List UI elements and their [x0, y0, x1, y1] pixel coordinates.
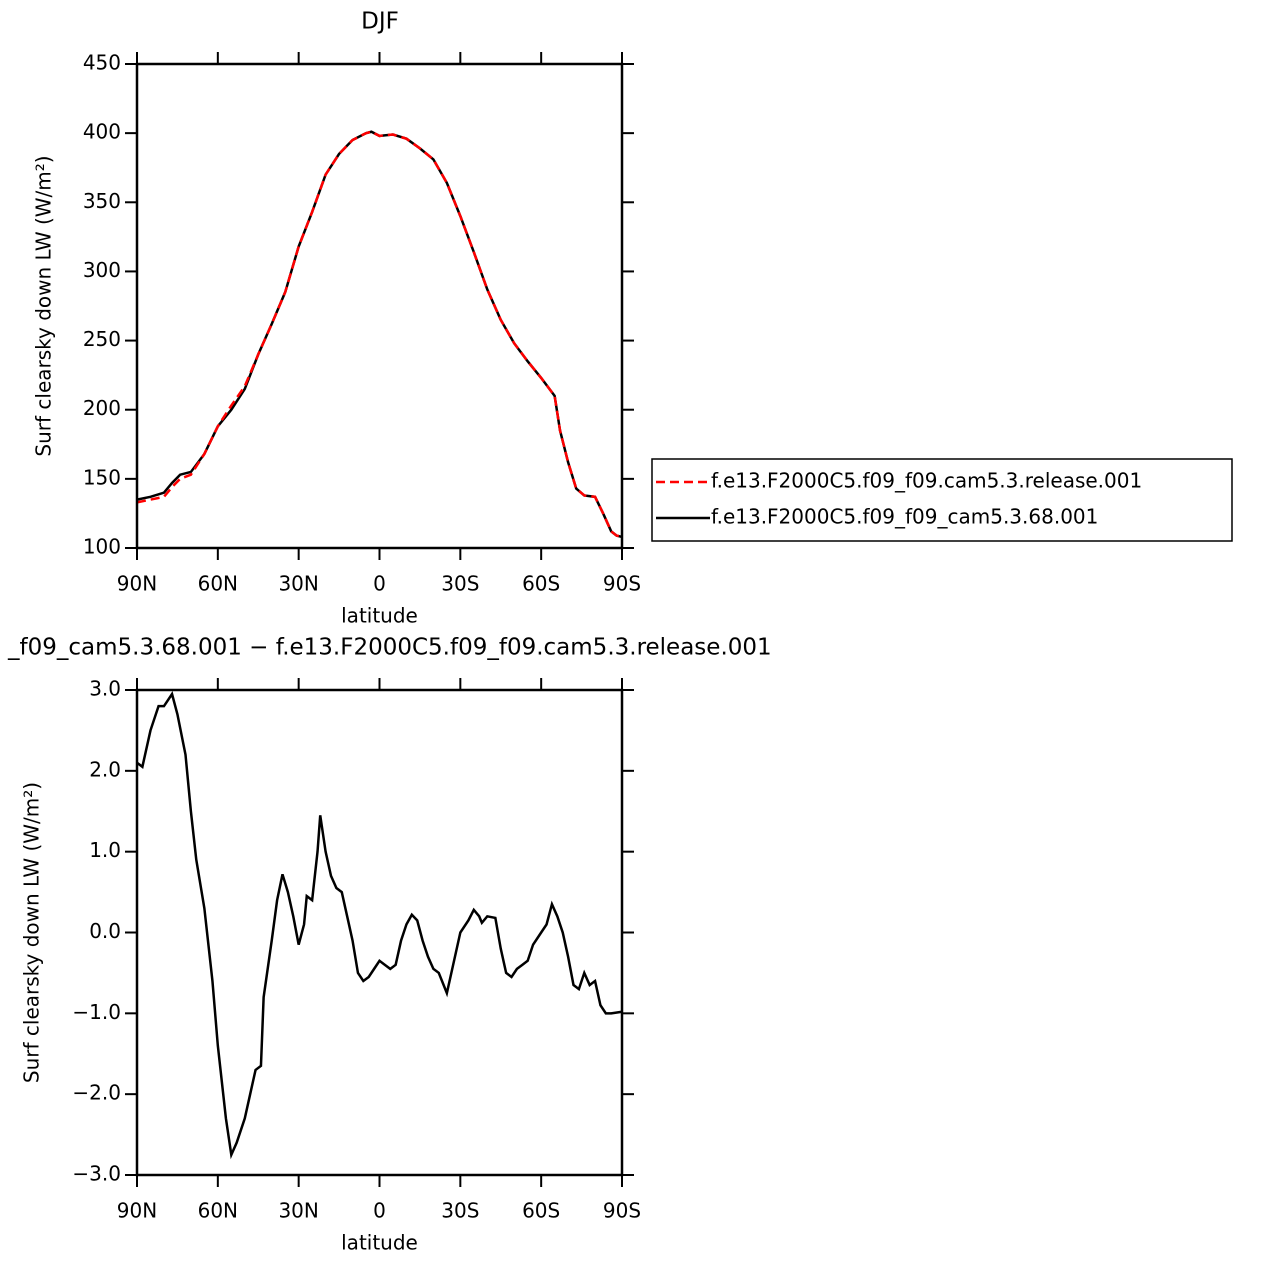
y-tick-label: 300	[83, 258, 121, 282]
line	[136, 691, 623, 1160]
x-axis-label: latitude	[341, 1231, 418, 1255]
y-axis-label: Surf clearsky down LW (W/m²)	[32, 155, 56, 456]
line	[136, 130, 623, 539]
y-tick-label: −3.0	[72, 1162, 121, 1186]
x-axis-label: latitude	[341, 604, 418, 628]
plot-frame	[135, 688, 624, 1177]
y-tick-label: 150	[83, 465, 121, 489]
y-tick-label: 3.0	[89, 677, 121, 701]
x-tick-label: 60N	[198, 1199, 238, 1223]
plot-frame	[135, 62, 624, 550]
x-tick-label: 60N	[198, 572, 238, 596]
chart-title: DJF	[361, 9, 399, 35]
x-tick-label: 30N	[278, 1199, 318, 1223]
y-tick-label: −2.0	[72, 1081, 121, 1105]
x-tick-label: 90N	[117, 1199, 157, 1223]
y-tick-label: 350	[83, 189, 121, 213]
legend-label: f.e13.F2000C5.f09_f09.cam5.3.release.001	[711, 469, 1142, 493]
x-tick-label: 30N	[278, 572, 318, 596]
line	[136, 130, 623, 539]
x-tick-label: 90S	[603, 1199, 641, 1223]
y-tick-label: 400	[83, 120, 121, 144]
y-tick-label: 0.0	[89, 919, 121, 943]
x-tick-label: 60S	[522, 1199, 560, 1223]
y-tick-label: 200	[83, 396, 121, 420]
x-tick-label: 90N	[117, 572, 157, 596]
x-tick-label: 30S	[441, 572, 479, 596]
legend-label: f.e13.F2000C5.f09_f09_cam5.3.68.001	[711, 505, 1098, 529]
y-tick-label: 250	[83, 327, 121, 351]
legend-box	[651, 458, 1233, 542]
x-tick-label: 60S	[522, 572, 560, 596]
y-tick-label: 2.0	[89, 757, 121, 781]
y-tick-label: 450	[83, 51, 121, 75]
y-tick-label: 100	[83, 535, 121, 559]
x-tick-label: 30S	[441, 1199, 479, 1223]
x-tick-label: 0	[373, 572, 386, 596]
y-tick-label: −1.0	[72, 1000, 121, 1024]
y-tick-label: 1.0	[89, 838, 121, 862]
x-tick-label: 0	[373, 1199, 386, 1223]
chart-title: _f09_cam5.3.68.001 − f.e13.F2000C5.f09_f…	[7, 635, 772, 661]
x-tick-label: 90S	[603, 572, 641, 596]
y-axis-label: Surf clearsky down LW (W/m²)	[20, 782, 44, 1083]
